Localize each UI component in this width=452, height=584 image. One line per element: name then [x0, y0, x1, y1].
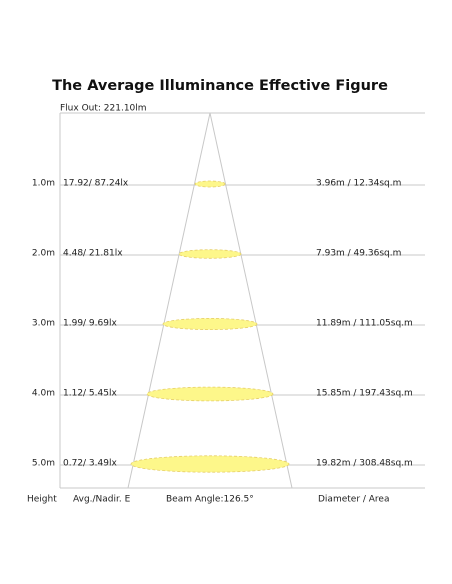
- light-spot: [178, 249, 242, 259]
- row-height: 3.0m: [32, 319, 55, 329]
- row-height: 2.0m: [32, 249, 55, 259]
- beam-cone: [127, 112, 293, 489]
- row-illuminance: 1.99/ 9.69lx: [63, 319, 117, 329]
- row-diameter: 7.93m / 49.36sq.m: [316, 249, 401, 259]
- footer-beam: Beam Angle:126.5°: [166, 495, 254, 505]
- light-spot: [130, 455, 290, 473]
- row-height: 5.0m: [32, 459, 55, 469]
- rows: 1.0m 17.92/ 87.24lx 3.96m / 12.34sq.m 2.0m 4…: [32, 179, 425, 473]
- row-illuminance: 17.92/ 87.24lx: [63, 179, 129, 189]
- title: The Average Illuminance Effective Figure: [52, 78, 388, 94]
- light-spot: [194, 180, 226, 188]
- footer-diameter: Diameter / Area: [318, 495, 389, 505]
- row-height: 1.0m: [32, 179, 55, 189]
- footer-height: Height: [27, 495, 57, 505]
- footer-illuminance: Avg./Nadir. E: [73, 495, 131, 505]
- row-diameter: 11.89m / 111.05sq.m: [316, 319, 413, 329]
- row-illuminance: 1.12/ 5.45lx: [63, 389, 117, 399]
- row-diameter: 3.96m / 12.34sq.m: [316, 179, 401, 189]
- row-illuminance: 0.72/ 3.49lx: [63, 459, 117, 469]
- light-spot: [146, 386, 274, 402]
- row-diameter: 15.85m / 197.43sq.m: [316, 389, 413, 399]
- row-height: 4.0m: [32, 389, 55, 399]
- light-spot: [162, 317, 258, 330]
- row-illuminance: 4.48/ 21.81lx: [63, 249, 123, 259]
- flux-out: Flux Out: 221.10lm: [60, 104, 147, 114]
- row-diameter: 19.82m / 308.48sq.m: [316, 459, 413, 469]
